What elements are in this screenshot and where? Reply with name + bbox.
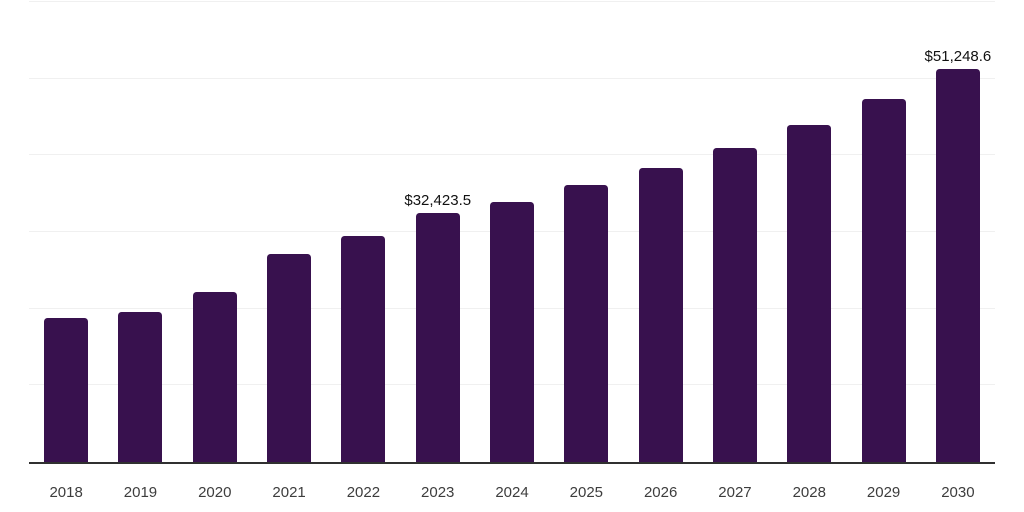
gridline bbox=[29, 1, 995, 2]
bar-group-2027 bbox=[698, 2, 772, 462]
bar-group-2025 bbox=[549, 2, 623, 462]
bars-container: $32,423.5 $51,248.6 bbox=[29, 2, 995, 462]
bar-2026[interactable] bbox=[638, 168, 683, 462]
bar-group-2029 bbox=[846, 2, 920, 462]
bar-2025[interactable] bbox=[564, 185, 609, 462]
bar-value-label-2030: $51,248.6 bbox=[924, 48, 992, 66]
bar-group-2018 bbox=[29, 2, 103, 462]
x-axis-label-2027: 2027 bbox=[718, 484, 752, 501]
x-axis-label-2030: 2030 bbox=[941, 484, 975, 501]
x-axis-label-2028: 2028 bbox=[792, 484, 826, 501]
bar-2027[interactable] bbox=[712, 147, 757, 462]
x-axis-label-2029: 2029 bbox=[866, 484, 901, 501]
bar-2023[interactable]: $32,423.5 bbox=[404, 193, 471, 462]
bar-2021[interactable] bbox=[267, 254, 312, 462]
x-axis-label-2025: 2025 bbox=[569, 484, 604, 501]
x-axis-label-2019: 2019 bbox=[123, 484, 158, 501]
bar-group-2022 bbox=[326, 2, 400, 462]
bar-2028[interactable] bbox=[787, 124, 832, 462]
bar-2019[interactable] bbox=[118, 311, 163, 462]
bar-group-2028 bbox=[772, 2, 846, 462]
gridline bbox=[29, 154, 995, 156]
x-axis-label-2022: 2022 bbox=[346, 484, 381, 501]
x-axis-label-2023: 2023 bbox=[421, 484, 455, 501]
bar-2029[interactable] bbox=[861, 99, 906, 462]
bar-value-label-2023: $32,423.5 bbox=[404, 192, 472, 210]
x-axis-label-2020: 2020 bbox=[198, 484, 232, 501]
x-axis-label-2018: 2018 bbox=[49, 484, 83, 501]
bar-group-2019 bbox=[103, 2, 177, 462]
x-axis-labels: 2018 2019 2020 2021 2022 2023 2024 2025 2026 2027… bbox=[29, 485, 995, 500]
bar-group-2020 bbox=[178, 2, 252, 462]
bar-2022[interactable] bbox=[341, 235, 386, 462]
x-axis-label-2026: 2026 bbox=[643, 484, 678, 501]
bar-group-2030: $51,248.6 bbox=[921, 2, 995, 462]
bar-2030[interactable]: $51,248.6 bbox=[925, 49, 991, 462]
gridline bbox=[29, 77, 995, 79]
plot-area: $32,423.5 $51,248.6 bbox=[29, 1, 995, 464]
bar-group-2026 bbox=[624, 2, 698, 462]
bar-group-2021 bbox=[252, 2, 326, 462]
bar-2018[interactable] bbox=[44, 317, 89, 462]
bar-2024[interactable] bbox=[490, 202, 535, 462]
bar-group-2023: $32,423.5 bbox=[401, 2, 475, 462]
x-axis-label-2024: 2024 bbox=[495, 484, 529, 501]
bar-group-2024 bbox=[475, 2, 549, 462]
x-axis-label-2021: 2021 bbox=[272, 484, 306, 501]
bar-2020[interactable] bbox=[192, 291, 237, 462]
